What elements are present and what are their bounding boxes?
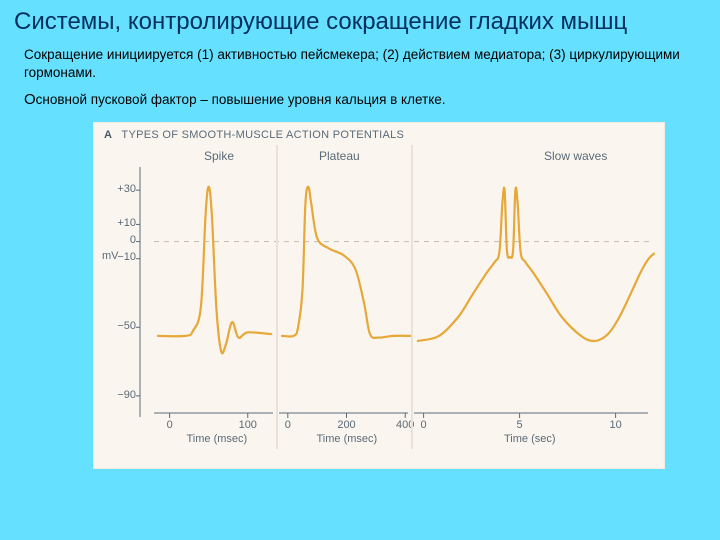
- page-title: Системы, контролирующие сокращение гладк…: [14, 8, 706, 36]
- plot-svg: [94, 123, 664, 468]
- paragraph-1: Сокращение инициируется (1) активностью …: [24, 46, 706, 82]
- paragraph-2: Основной пусковой фактор – повышение уро…: [24, 90, 706, 110]
- figure: A TYPES OF SMOOTH-MUSCLE ACTION POTENTIA…: [94, 123, 664, 468]
